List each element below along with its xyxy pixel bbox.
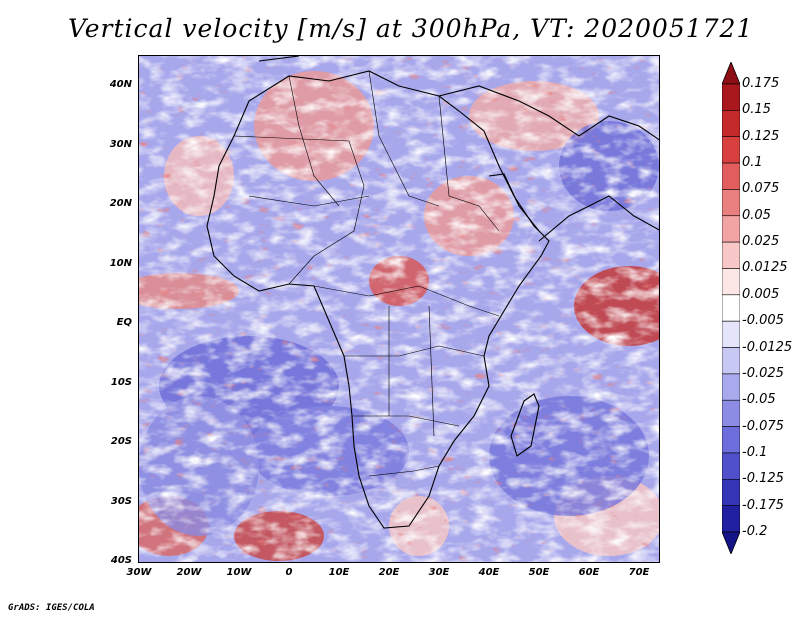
red-sea-coast [488, 173, 540, 232]
lon-label: 10W [226, 567, 252, 578]
colorbar-level-label: -0.0125 [742, 339, 793, 355]
lat-label: 30N [109, 138, 132, 150]
lat-label: 40S [110, 555, 132, 566]
iberia-coast [258, 56, 300, 62]
colorbar-segment [722, 505, 740, 533]
colorbar-level-label: -0.075 [742, 418, 784, 434]
lon-label: 50E [528, 567, 550, 578]
madagascar-coastline [510, 393, 540, 457]
footer-credit: GrADS: IGES/COLA [8, 603, 95, 613]
colorbar-level-label: 0.075 [742, 181, 780, 197]
colorbar-level-label: -0.125 [742, 471, 784, 487]
colorbar-segment [722, 83, 740, 111]
lon-label: 30W [126, 567, 152, 578]
colorbar-segment [722, 478, 740, 506]
fine-white-texture [139, 56, 659, 562]
arabia-coast [538, 195, 659, 242]
map-title: Vertical velocity [m/s] at 300hPa, VT: 2… [68, 14, 754, 43]
colorbar-segment [722, 426, 740, 454]
colorbar-segment [722, 215, 740, 243]
colorbar-level-label: -0.2 [742, 524, 768, 539]
colorbar-segment [722, 110, 740, 138]
colorbar-level-label: -0.175 [742, 497, 784, 513]
colorbar-segment [722, 136, 740, 164]
colorbar-level-label: 0.05 [742, 207, 771, 223]
velocity-map [138, 55, 660, 563]
lon-label: 20E [378, 567, 400, 578]
colorbar-segment [722, 189, 740, 217]
lon-label: 0 [285, 567, 293, 578]
lon-label: 20W [176, 567, 202, 578]
colorbar-level-label: 0.1 [742, 155, 763, 171]
lat-label: 10S [110, 376, 132, 388]
colorbar-segment [722, 373, 740, 401]
colorbar-level-label: -0.025 [742, 365, 784, 381]
colorbar-segment [722, 241, 740, 269]
lon-label: 70E [628, 567, 650, 578]
colorbar-segment [722, 162, 740, 190]
lat-label: 40N [109, 79, 132, 90]
colorbar-level-label: 0.025 [742, 234, 780, 250]
colorbar-level-label: -0.1 [742, 444, 768, 460]
country-borders [233, 70, 500, 477]
colorbar-level-label: 0.15 [742, 102, 771, 118]
colorbar-level-label: 0.125 [742, 128, 780, 144]
colorbar-segment [722, 399, 740, 427]
colorbar-level-label: -0.005 [742, 313, 784, 329]
lat-label: 20N [109, 198, 132, 209]
colorbar-level-label: -0.05 [742, 392, 776, 408]
middle-east-coast [438, 85, 659, 141]
lon-label: 10E [328, 567, 350, 578]
lat-label: EQ [116, 317, 132, 328]
lat-label: 20S [110, 436, 132, 447]
lon-label: 30E [428, 567, 450, 578]
colorbar-segment [722, 320, 740, 348]
colorbar-segment [722, 452, 740, 480]
colorbar [722, 62, 740, 554]
lon-label: 60E [578, 567, 600, 578]
lat-label: 30S [110, 495, 132, 507]
colorbar-bottom-arrow [722, 531, 740, 554]
lat-label: 10N [109, 257, 132, 269]
colorbar-segment [722, 268, 740, 296]
colorbar-segment [722, 294, 740, 322]
colorbar-level-label: 0.0125 [742, 260, 788, 276]
colorbar-level-label: 0.175 [742, 76, 780, 91]
lon-label: 40E [478, 567, 500, 578]
colorbar-top-arrow [722, 62, 740, 85]
colorbar-segment [722, 347, 740, 375]
colorbar-level-label: 0.005 [742, 286, 780, 302]
